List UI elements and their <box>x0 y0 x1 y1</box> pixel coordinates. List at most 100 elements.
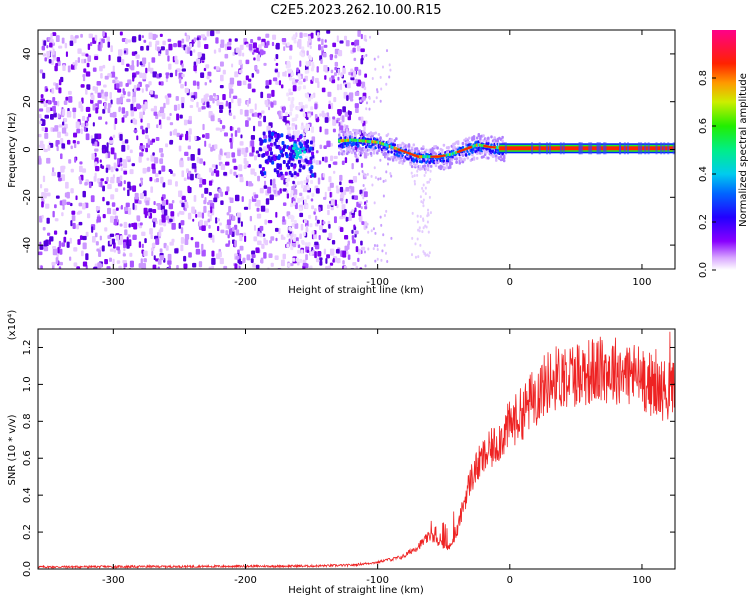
heatmap-cell <box>208 167 213 173</box>
heatmap-cell <box>424 252 427 256</box>
heatmap-cell <box>234 194 240 202</box>
heatmap-cell <box>426 220 429 224</box>
heatmap-cell <box>126 63 130 67</box>
heatmap-cell <box>305 159 309 164</box>
heatmap-cell <box>385 82 388 86</box>
heatmap-cell <box>443 154 446 157</box>
heatmap-cell <box>220 200 224 205</box>
heatmap-cell <box>421 230 424 234</box>
heatmap-cell <box>271 41 275 47</box>
heatmap-cell <box>229 197 234 204</box>
heatmap-y-tick-label: -20 <box>22 189 33 205</box>
heatmap-cell <box>299 101 303 106</box>
heatmap-cell <box>145 67 148 74</box>
heatmap-cell <box>328 100 331 105</box>
heatmap-cell <box>162 182 166 188</box>
heatmap-cell <box>364 139 367 143</box>
heatmap-cell <box>139 145 143 150</box>
heatmap-cell <box>70 34 74 40</box>
heatmap-cell <box>167 253 172 261</box>
heatmap-cell <box>150 155 155 162</box>
heatmap-cell <box>259 170 263 175</box>
heatmap-cell <box>199 177 203 184</box>
heatmap-cell <box>212 97 215 104</box>
heatmap-cell <box>234 71 239 78</box>
heatmap-cell <box>57 113 60 119</box>
heatmap-cell <box>119 223 123 227</box>
heatmap-cell <box>126 155 131 160</box>
heatmap-cell <box>292 85 297 92</box>
heatmap-cell <box>118 81 123 87</box>
heatmap-cell <box>282 202 287 207</box>
heatmap-cell <box>49 236 54 242</box>
heatmap-cell <box>208 224 211 229</box>
heatmap-cell <box>153 200 156 206</box>
heatmap-cell <box>299 212 304 218</box>
heatmap-cell <box>239 234 243 242</box>
heatmap-cell <box>334 66 338 71</box>
heatmap-cell <box>327 91 332 97</box>
heatmap-cell <box>195 248 201 255</box>
heatmap-cell <box>376 244 379 248</box>
heatmap-cell <box>94 133 99 140</box>
heatmap-cell <box>155 238 160 245</box>
heatmap-cell <box>311 154 315 159</box>
heatmap-cell <box>286 189 289 194</box>
heatmap-cell <box>365 101 368 105</box>
heatmap-cell <box>354 195 359 200</box>
heatmap-cell <box>336 84 340 91</box>
heatmap-cell <box>193 194 197 202</box>
heatmap-cell <box>59 261 63 266</box>
heatmap-cell <box>424 170 427 174</box>
heatmap-cell <box>420 200 423 204</box>
heatmap-cell <box>234 38 238 42</box>
heatmap-cell <box>298 151 302 155</box>
heatmap-cell <box>51 172 56 177</box>
heatmap-cell <box>268 134 272 139</box>
heatmap-cell <box>259 225 264 231</box>
heatmap-cell <box>315 188 320 194</box>
heatmap-cell <box>362 172 365 176</box>
heatmap-cell <box>162 40 166 46</box>
heatmap-cell <box>475 143 478 147</box>
heatmap-cell <box>501 139 504 143</box>
heatmap-cell <box>358 139 361 143</box>
heatmap-cell <box>88 113 92 118</box>
heatmap-cell <box>281 141 285 146</box>
heatmap-cell <box>76 266 81 269</box>
heatmap-cell <box>424 192 427 196</box>
heatmap-cell <box>131 163 136 167</box>
heatmap-cell <box>342 106 346 113</box>
heatmap-cell <box>99 159 102 163</box>
heatmap-cell <box>145 86 148 92</box>
heatmap-cell <box>305 125 309 130</box>
heatmap-cell <box>270 262 274 267</box>
heatmap-cell <box>176 68 181 73</box>
heatmap-cell <box>212 92 216 97</box>
heatmap-cell <box>68 96 73 103</box>
heatmap-cell <box>328 164 332 168</box>
heatmap-cell <box>471 153 474 157</box>
heatmap-cell <box>69 237 72 244</box>
heatmap-cell <box>310 128 314 133</box>
heatmap-cell <box>348 214 352 221</box>
heatmap-cell <box>382 179 385 183</box>
heatmap-cell <box>249 215 253 222</box>
heatmap-cell <box>116 260 121 264</box>
heatmap-cell <box>140 125 144 130</box>
heatmap-cell <box>225 100 229 107</box>
heatmap-cell <box>231 63 234 68</box>
heatmap-cell <box>327 209 330 216</box>
heatmap-cell <box>242 80 247 86</box>
heatmap-cell <box>373 166 376 170</box>
heatmap-y-tick-label: -40 <box>22 237 33 253</box>
heatmap-cell <box>299 60 302 67</box>
heatmap-cell <box>140 258 143 265</box>
heatmap-cell <box>278 227 281 235</box>
heatmap-cell <box>158 170 162 175</box>
heatmap-cell <box>210 146 213 152</box>
heatmap-cell <box>86 213 91 219</box>
heatmap-cell <box>119 31 123 36</box>
heatmap-cell <box>351 41 355 46</box>
